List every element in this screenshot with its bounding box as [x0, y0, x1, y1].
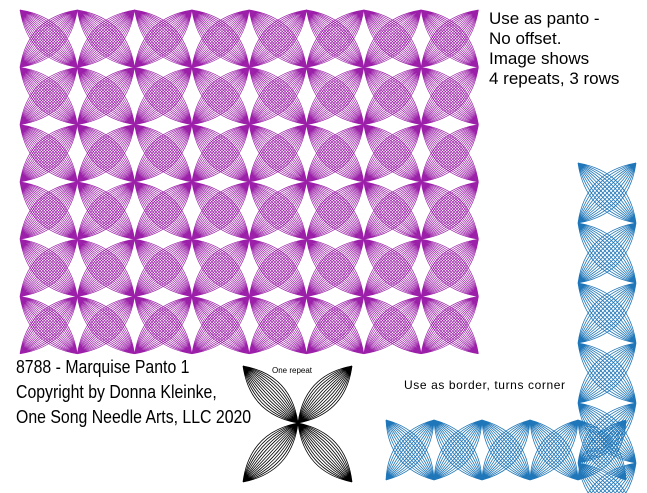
one-repeat-motif	[242, 365, 353, 483]
petal	[577, 342, 637, 404]
petal	[306, 181, 365, 240]
petal	[76, 9, 135, 68]
usage-note-line-4: 4 repeats, 3 rows	[489, 69, 620, 88]
petal	[191, 124, 250, 183]
petal	[363, 66, 422, 125]
petal	[420, 296, 479, 355]
petal	[134, 296, 193, 355]
petal	[19, 124, 78, 183]
petal	[19, 181, 78, 240]
one-repeat-label: One repeat	[272, 366, 313, 375]
petal	[363, 124, 422, 183]
petal	[577, 222, 637, 284]
petal	[242, 422, 299, 483]
usage-note-line-2: No offset.	[489, 29, 562, 48]
petal	[297, 422, 353, 483]
petal	[306, 124, 365, 183]
petal	[385, 419, 435, 481]
petal	[577, 162, 637, 224]
border-label: Use as border, turns corner	[404, 378, 566, 392]
petal	[76, 238, 135, 297]
petal	[529, 419, 579, 481]
petal	[363, 181, 422, 240]
petal	[248, 238, 307, 297]
petal	[242, 365, 299, 424]
petal	[577, 282, 637, 344]
petal	[191, 181, 250, 240]
panto-pattern	[19, 9, 479, 355]
petal	[19, 9, 78, 68]
petal	[297, 365, 353, 424]
petal	[363, 296, 422, 355]
petal	[587, 462, 637, 493]
petal	[134, 181, 193, 240]
usage-note: Use as panto - No offset. Image shows 4 …	[489, 9, 619, 89]
petal	[306, 238, 365, 297]
petal	[191, 66, 250, 125]
usage-note-line-3: Image shows	[489, 49, 590, 68]
petal	[420, 181, 479, 240]
border-pattern	[385, 162, 637, 493]
caption-title: 8788 - Marquise Panto 1	[16, 357, 190, 377]
petal	[19, 238, 78, 297]
petal	[76, 124, 135, 183]
petal	[577, 419, 627, 481]
caption-copyright: Copyright by Donna Kleinke,	[16, 382, 217, 402]
petal	[420, 9, 479, 68]
usage-note-line-1: Use as panto -	[489, 9, 600, 28]
petal	[433, 419, 483, 481]
petal	[134, 124, 193, 183]
petal	[191, 238, 250, 297]
caption-company: One Song Needle Arts, LLC 2020	[16, 407, 252, 427]
design-caption: 8788 - Marquise Panto 1 Copyright by Don…	[16, 355, 251, 430]
petal	[248, 9, 307, 68]
petal	[19, 66, 78, 125]
petal	[420, 66, 479, 125]
petal	[248, 66, 307, 125]
petal	[248, 124, 307, 183]
petal	[363, 9, 422, 68]
petal	[306, 296, 365, 355]
petal	[248, 181, 307, 240]
petal	[191, 9, 250, 68]
petal	[363, 238, 422, 297]
petal	[481, 419, 531, 481]
petal	[306, 9, 365, 68]
petal	[134, 238, 193, 297]
petal	[306, 66, 365, 125]
petal	[76, 66, 135, 125]
petal	[191, 296, 250, 355]
petal	[134, 66, 193, 125]
petal	[248, 296, 307, 355]
petal	[420, 238, 479, 297]
petal	[19, 296, 78, 355]
petal	[76, 181, 135, 240]
petal	[420, 124, 479, 183]
petal	[134, 9, 193, 68]
petal	[76, 296, 135, 355]
